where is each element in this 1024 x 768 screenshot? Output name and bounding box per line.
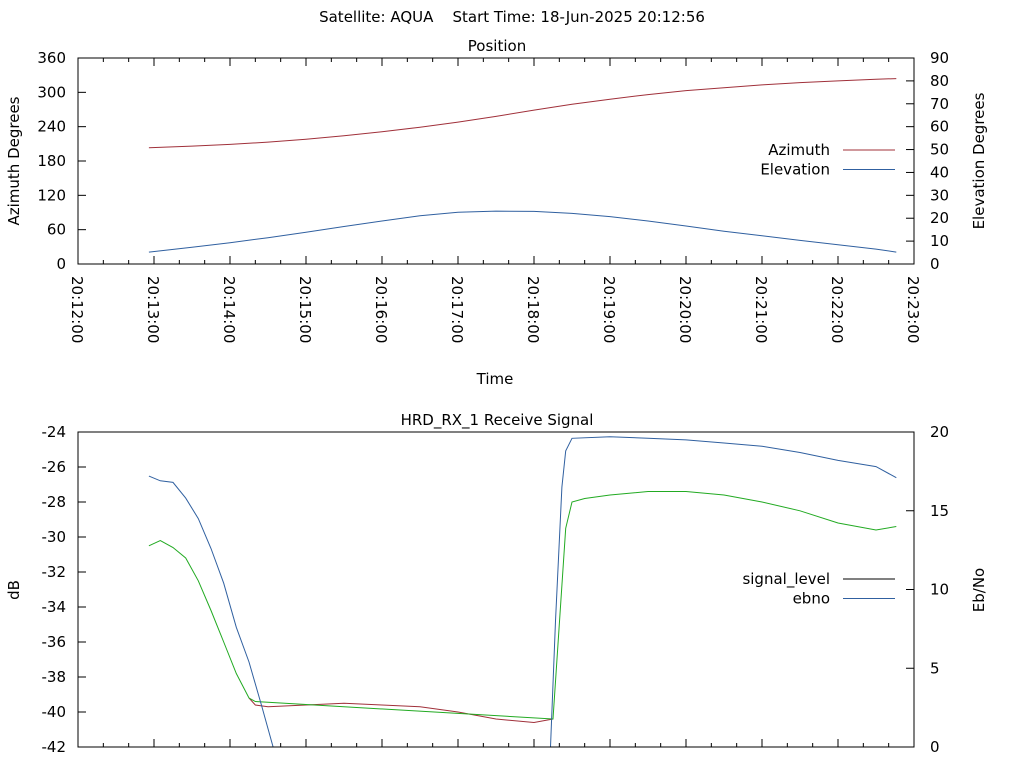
signal-y-tick-label: -42	[42, 738, 67, 756]
signal-plot-frame	[77, 431, 915, 748]
signal-y2-tick-label: 0	[930, 738, 940, 756]
signal-y-tick-label: -34	[42, 598, 67, 616]
position-y2-tick-label: 20	[930, 209, 949, 227]
position-x-tick-label: 20:12:00	[68, 276, 86, 343]
position-y-axis-label: Azimuth Degrees	[5, 96, 23, 225]
signal-series-signal-level	[248, 697, 554, 724]
position-x-tick-label: 20:23:00	[904, 276, 922, 343]
position-x-tick-label: 20:13:00	[144, 276, 162, 343]
position-y-tick-label: 180	[37, 152, 66, 170]
signal-chart-title: HRD_RX_1 Receive Signal	[401, 411, 594, 430]
position-x-tick-label: 20:22:00	[828, 276, 846, 343]
position-y-tick-label: 360	[37, 49, 66, 67]
position-chart-title: Position	[468, 37, 526, 55]
signal-y2-tick-label: 15	[930, 502, 949, 520]
position-x-tick-label: 20:19:00	[600, 276, 618, 343]
position-y2-tick-label: 50	[930, 141, 949, 159]
position-y-tick-label: 120	[37, 186, 66, 204]
signal-legend-label: signal_level	[742, 570, 830, 589]
signal-y-tick-label: -26	[42, 458, 67, 476]
signal-y2-tick-label: 20	[930, 423, 949, 441]
position-y-tick-label: 240	[37, 118, 66, 136]
signal-y-tick-label: -30	[42, 528, 67, 546]
signal-y-tick-label: -40	[42, 703, 67, 721]
position-y2-tick-label: 0	[930, 255, 940, 273]
signal-y2-tick-label: 10	[930, 581, 949, 599]
signal-y-tick-label: -36	[42, 633, 67, 651]
position-y-tick-label: 300	[37, 83, 66, 101]
position-y2-tick-label: 10	[930, 232, 949, 250]
position-y-tick-label: 60	[47, 221, 66, 239]
position-series-azimuth	[148, 78, 897, 149]
signal-y-axis-label: dB	[5, 580, 23, 600]
signal-y2-axis-label: Eb/No	[970, 568, 988, 612]
signal-legend-label: ebno	[793, 590, 830, 608]
position-y2-tick-label: 70	[930, 95, 949, 113]
signal-series-trace-1	[148, 491, 897, 720]
signal-y-tick-label: -38	[42, 668, 67, 686]
position-y2-axis-label: Elevation Degrees	[970, 92, 988, 229]
position-series-elevation	[148, 210, 897, 253]
position-x-axis-label: Time	[476, 370, 514, 388]
position-x-tick-label: 20:15:00	[296, 276, 314, 343]
position-x-tick-label: 20:18:00	[524, 276, 542, 343]
signal-y-tick-label: -28	[42, 493, 67, 511]
position-x-tick-label: 20:20:00	[676, 276, 694, 343]
position-y2-tick-label: 90	[930, 49, 949, 67]
signal-y-tick-label: -32	[42, 563, 67, 581]
position-legend-label: Elevation	[760, 161, 830, 179]
position-x-tick-label: 20:16:00	[372, 276, 390, 343]
signal-y-tick-label: -24	[42, 423, 67, 441]
signal-y2-tick-label: 5	[930, 659, 940, 677]
position-x-tick-label: 20:21:00	[752, 276, 770, 343]
figure-title: Satellite: AQUA Start Time: 18-Jun-2025 …	[319, 8, 705, 26]
position-chart: Position 20:12:00 20:13:00 20:14:00 20:15:0…	[5, 37, 988, 388]
position-y2-tick-label: 40	[930, 163, 949, 181]
position-y2-tick-label: 60	[930, 118, 949, 136]
position-y2-tick-label: 30	[930, 186, 949, 204]
signal-series-ebno	[148, 436, 897, 747]
position-legend-label: Azimuth	[768, 141, 830, 159]
position-y-tick-label: 0	[56, 255, 66, 273]
position-y2-tick-label: 80	[930, 72, 949, 90]
position-x-tick-label: 20:17:00	[448, 276, 466, 343]
signal-chart: HRD_RX_1 Receive Signal -42 -40 -38 -36 -34 -…	[5, 411, 988, 756]
position-x-tick-label: 20:14:00	[220, 276, 238, 343]
